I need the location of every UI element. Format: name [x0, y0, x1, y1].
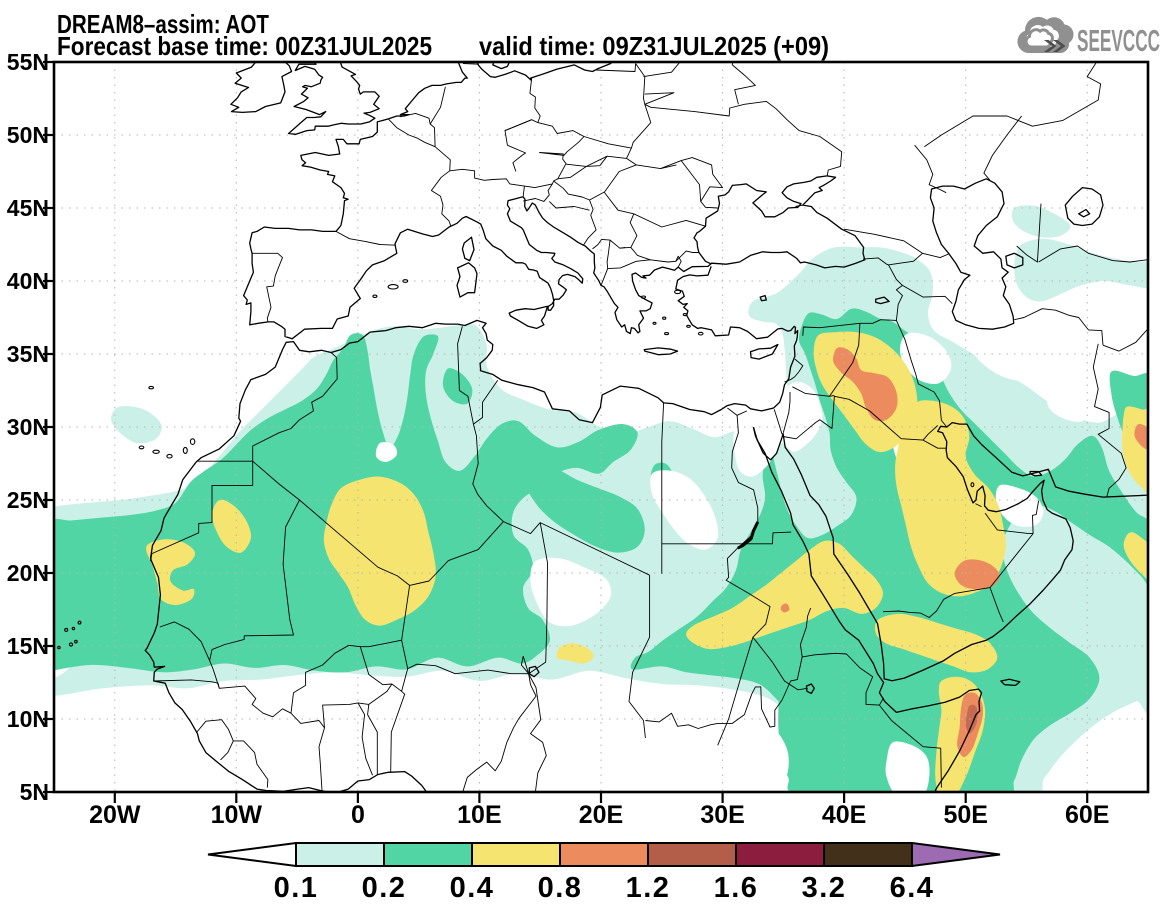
svg-text:1.2: 1.2	[626, 872, 671, 904]
svg-text:40N: 40N	[7, 268, 49, 294]
svg-text:25N: 25N	[7, 487, 49, 513]
svg-text:35N: 35N	[7, 341, 49, 367]
svg-text:6.4: 6.4	[890, 872, 935, 904]
svg-text:3.2: 3.2	[802, 872, 847, 904]
svg-text:SEEVCCC: SEEVCCC	[1077, 23, 1160, 58]
svg-text:10W: 10W	[211, 801, 263, 829]
svg-text:10N: 10N	[7, 706, 49, 732]
svg-text:0.8: 0.8	[538, 872, 583, 904]
svg-text:15N: 15N	[7, 633, 49, 659]
svg-text:30E: 30E	[700, 801, 744, 829]
svg-text:50N: 50N	[7, 122, 49, 148]
svg-text:10E: 10E	[457, 801, 501, 829]
svg-text:0: 0	[351, 801, 365, 829]
svg-text:Forecast base time: 00Z31JUL20: Forecast base time: 00Z31JUL2025	[57, 31, 432, 61]
svg-text:40E: 40E	[822, 801, 866, 829]
svg-text:1.6: 1.6	[714, 872, 759, 904]
svg-text:0.4: 0.4	[450, 872, 495, 904]
svg-text:0.1: 0.1	[274, 872, 319, 904]
svg-text:DREAM8–assim: AOT: DREAM8–assim: AOT	[57, 9, 269, 39]
svg-text:30N: 30N	[7, 414, 49, 440]
svg-text:45N: 45N	[7, 195, 49, 221]
svg-text:55N: 55N	[7, 49, 49, 75]
svg-text:20E: 20E	[579, 801, 623, 829]
svg-text:valid time: 09Z31JUL2025 (+09): valid time: 09Z31JUL2025 (+09)	[479, 31, 829, 61]
svg-text:5N: 5N	[20, 779, 49, 805]
svg-text:60E: 60E	[1065, 801, 1109, 829]
svg-text:20N: 20N	[7, 560, 49, 586]
svg-text:0.2: 0.2	[362, 872, 407, 904]
svg-text:20W: 20W	[89, 801, 141, 829]
svg-text:50E: 50E	[943, 801, 987, 829]
